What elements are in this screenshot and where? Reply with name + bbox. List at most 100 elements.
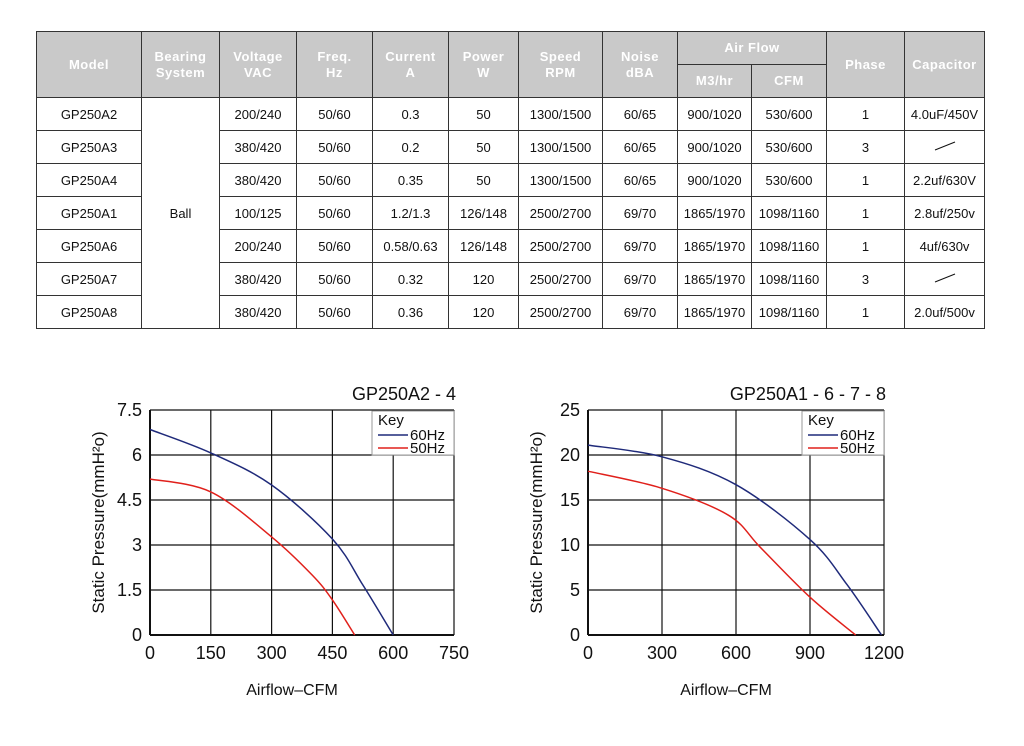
header-text: A <box>405 64 416 80</box>
table-cell: 1 <box>826 163 905 197</box>
table-row: GP250A7 380/420 50/60 0.32 120 2500/2700 69/70… <box>36 262 985 296</box>
table-cell: 126/148 <box>448 229 519 263</box>
table-cell: 0.32 <box>372 262 449 296</box>
y-tick-label: 15 <box>560 490 580 510</box>
column-header: Voltage VAC <box>219 31 297 98</box>
x-axis-label: Airflow–CFM <box>680 682 772 699</box>
table-cell: 1 <box>826 196 905 230</box>
column-header: Power W <box>448 31 519 98</box>
table-cell: 200/240 <box>219 229 297 263</box>
x-tick-label: 1200 <box>864 643 904 663</box>
table-cell: 1.2/1.3 <box>372 196 449 230</box>
header-text: System <box>155 64 206 80</box>
y-tick-label: 20 <box>560 445 580 465</box>
curve <box>587 444 883 636</box>
spec-table: Model Bearing System Voltage VAC Freq. Hz Curre… <box>36 31 985 329</box>
y-tick-label: 7.5 <box>117 400 142 420</box>
legend-label: 60Hz <box>410 427 445 444</box>
table-row: GP250A6 200/240 50/60 0.58/0.63 126/148 2500/… <box>36 229 985 263</box>
table-cell: 0.3 <box>372 97 449 131</box>
table-cell: 120 <box>448 295 519 329</box>
slash <box>934 141 955 150</box>
empty-cell <box>904 262 985 296</box>
x-axis-label: Airflow–CFM <box>246 682 338 699</box>
y-tick-label: 4.5 <box>117 490 142 510</box>
table-cell: 1300/1500 <box>518 97 603 131</box>
table-cell: 1865/1970 <box>677 295 752 329</box>
header-row: Model Bearing System Voltage VAC Freq. Hz Curre… <box>36 31 985 98</box>
header-text: Capacitor <box>912 56 977 72</box>
header-text: Bearing <box>154 48 207 64</box>
slash <box>934 273 955 282</box>
table-cell: 1300/1500 <box>518 163 603 197</box>
y-tick-label: 0 <box>132 625 142 645</box>
table-cell: GP250A6 <box>36 229 142 263</box>
table-cell: GP250A2 <box>36 97 142 131</box>
legend-title: Key <box>808 412 834 429</box>
header-text: Speed <box>539 48 582 64</box>
legend-title: Key <box>378 412 404 429</box>
table-cell: 50/60 <box>296 196 373 230</box>
legend-label: 60Hz <box>840 427 875 444</box>
y-tick-label: 6 <box>132 445 142 465</box>
table-cell: 2500/2700 <box>518 295 603 329</box>
table-cell: 50/60 <box>296 295 373 329</box>
table-cell: 200/240 <box>219 97 297 131</box>
legend-label: 50Hz <box>410 440 445 457</box>
table-cell: 380/420 <box>219 295 297 329</box>
y-tick-label: 0 <box>570 625 580 645</box>
y-axis-label: Static Pressure(mmH²o) <box>527 431 546 613</box>
header-text: RPM <box>545 64 576 80</box>
table-cell: 50 <box>448 163 519 197</box>
legend-label: 50Hz <box>840 440 875 457</box>
table-row: GP250A8 380/420 50/60 0.36 120 2500/2700 69/70… <box>36 295 985 329</box>
header-text: Freq. <box>317 48 352 64</box>
table-cell: 50/60 <box>296 163 373 197</box>
table-cell: 69/70 <box>602 196 678 230</box>
table-cell: 1 <box>826 97 905 131</box>
table-cell: GP250A8 <box>36 295 142 329</box>
x-tick-label: 600 <box>378 643 408 663</box>
chart-title: GP250A2 - 4 <box>352 384 456 404</box>
table-cell: 60/65 <box>602 130 678 164</box>
x-tick-label: 300 <box>647 643 677 663</box>
table-cell: 3 <box>826 262 905 296</box>
x-tick-label: 750 <box>439 643 469 663</box>
column-header: Noise dBA <box>602 31 678 98</box>
header-text: Phase <box>845 56 886 72</box>
table-cell: GP250A4 <box>36 163 142 197</box>
x-tick-label: 600 <box>721 643 751 663</box>
chart-title: GP250A1 - 6 - 7 - 8 <box>730 384 886 404</box>
table-cell: 1098/1160 <box>751 295 827 329</box>
table-row: GP250A2 Ball 200/240 50/60 0.3 50 1300/1500 60/… <box>36 97 985 329</box>
table-cell: 380/420 <box>219 163 297 197</box>
table-cell: GP250A1 <box>36 196 142 230</box>
curve <box>149 428 394 636</box>
table-cell: 50/60 <box>296 262 373 296</box>
table-cell: 2.2uf/630V <box>904 163 985 197</box>
header-text: VAC <box>244 64 272 80</box>
table-cell: 50 <box>448 130 519 164</box>
sub-header: M3/hr <box>677 64 752 98</box>
y-tick-label: 10 <box>560 535 580 555</box>
table-row: GP250A3 380/420 50/60 0.2 50 1300/1500 60/65 90… <box>36 130 985 164</box>
table-cell: 900/1020 <box>677 97 752 131</box>
header-text: Noise <box>621 48 659 64</box>
header-row: M3/hr CFM <box>37 64 985 98</box>
table-cell: 0.36 <box>372 295 449 329</box>
table-cell: 3 <box>826 130 905 164</box>
column-header: Capacitor <box>904 31 985 98</box>
table-cell: 50/60 <box>296 130 373 164</box>
curve <box>149 478 356 636</box>
table-cell: GP250A7 <box>36 262 142 296</box>
header-text: W <box>477 64 490 80</box>
header-text: Air Flow <box>724 40 780 55</box>
column-header: Freq. Hz <box>296 31 373 98</box>
table-row: GP250A1 100/125 50/60 1.2/1.3 126/148 2500/27… <box>36 196 985 230</box>
column-header: Speed RPM <box>518 31 603 98</box>
table-row: GP250A4 380/420 50/60 0.35 50 1300/1500 60/65 9… <box>36 163 985 197</box>
empty-cell <box>904 130 985 164</box>
header-text: Power <box>462 48 505 64</box>
